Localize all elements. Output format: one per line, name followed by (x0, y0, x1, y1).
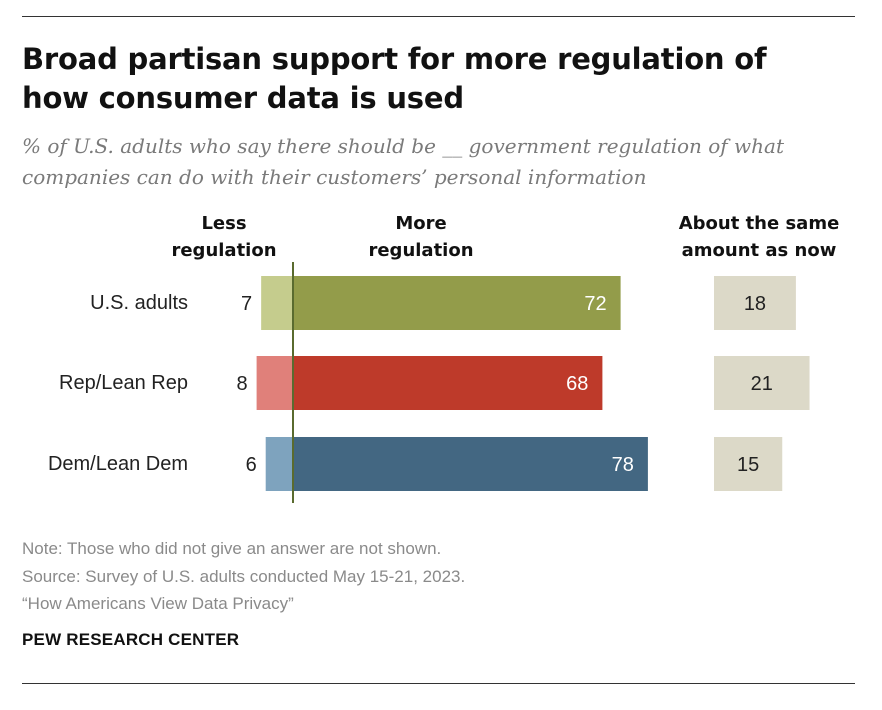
bar-same-u-s-adults (714, 276, 796, 330)
bar-less-dem-lean-dem (265, 437, 293, 491)
header-more-regulation: More regulation (368, 213, 474, 261)
chart-subtitle: % of U.S. adults who say there should be… (22, 134, 785, 189)
value-same-rep-lean-rep: 21 (751, 373, 773, 395)
top-rule (22, 16, 855, 17)
value-more-u-s-adults: 72 (584, 293, 606, 315)
header-less-regulation: Less regulation (171, 213, 277, 261)
value-less-dem-lean-dem: 6 (246, 454, 257, 476)
value-less-rep-lean-rep: 8 (236, 373, 247, 395)
bottom-rule (22, 683, 855, 684)
chart-title: Broad partisan support for more regulati… (22, 42, 767, 115)
note-text: Note: Those who did not give an answer a… (22, 539, 442, 558)
bar-same-dem-lean-dem (714, 437, 783, 491)
category-label-u-s-adults: U.S. adults (90, 292, 188, 314)
source-text: Source: Survey of U.S. adults conducted … (22, 567, 466, 586)
bar-more-dem-lean-dem (293, 437, 648, 491)
bar-more-rep-lean-rep (293, 356, 603, 410)
bar-same-rep-lean-rep (714, 356, 810, 410)
report-title: “How Americans View Data Privacy” (22, 594, 294, 613)
value-same-dem-lean-dem: 15 (737, 454, 759, 476)
value-same-u-s-adults: 18 (744, 293, 766, 315)
category-label-dem-lean-dem: Dem/Lean Dem (48, 453, 188, 475)
value-less-u-s-adults: 7 (241, 293, 252, 315)
bar-chart: U.S. adults 7 72 18 Rep/Lean Rep 8 68 21 Dem/Lea… (48, 262, 810, 503)
bar-more-u-s-adults (293, 276, 621, 330)
value-more-rep-lean-rep: 68 (566, 373, 588, 395)
value-more-dem-lean-dem: 78 (612, 454, 634, 476)
bar-less-rep-lean-rep (256, 356, 293, 410)
org-name: PEW RESEARCH CENTER (22, 630, 240, 649)
bar-less-u-s-adults (261, 276, 293, 330)
category-label-rep-lean-rep: Rep/Lean Rep (59, 372, 188, 394)
header-about-same: About the same amount as now (678, 213, 840, 261)
